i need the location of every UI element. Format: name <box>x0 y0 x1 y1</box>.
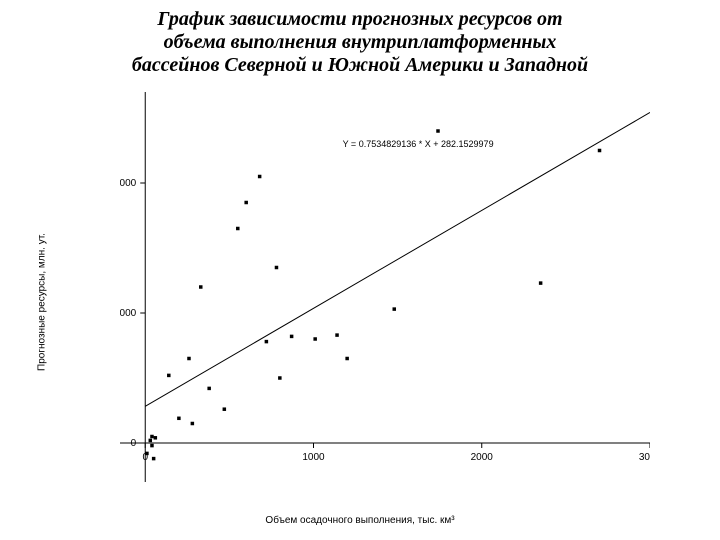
plot-svg: 0100020003000010002000 <box>120 92 650 482</box>
svg-text:3000: 3000 <box>639 452 650 463</box>
title-line-1: График зависимости прогнозных ресурсов о… <box>157 8 562 30</box>
title-line-2: объема выполнения внутриплатформенных <box>164 31 557 53</box>
svg-text:1000: 1000 <box>302 452 325 463</box>
plot-area: 0100020003000010002000 <box>120 92 650 482</box>
svg-text:2000: 2000 <box>120 178 137 189</box>
chart-container: Прогнозные ресурсы, млн. ут. Объем осадо… <box>60 82 660 522</box>
svg-text:2000: 2000 <box>471 452 494 463</box>
chart-title: График зависимости прогнозных ресурсов о… <box>0 0 720 77</box>
y-axis-label: Прогнозные ресурсы, млн. ут. <box>37 233 48 371</box>
svg-text:0: 0 <box>131 438 137 449</box>
x-axis-label: Объем осадочного выполнения, тыс. км³ <box>265 515 454 526</box>
regression-equation: Y = 0.7534829136 * X + 282.1529979 <box>343 139 494 149</box>
svg-text:1000: 1000 <box>120 308 137 319</box>
title-line-3: бассейнов Северной и Южной Америки и Зап… <box>132 54 588 76</box>
